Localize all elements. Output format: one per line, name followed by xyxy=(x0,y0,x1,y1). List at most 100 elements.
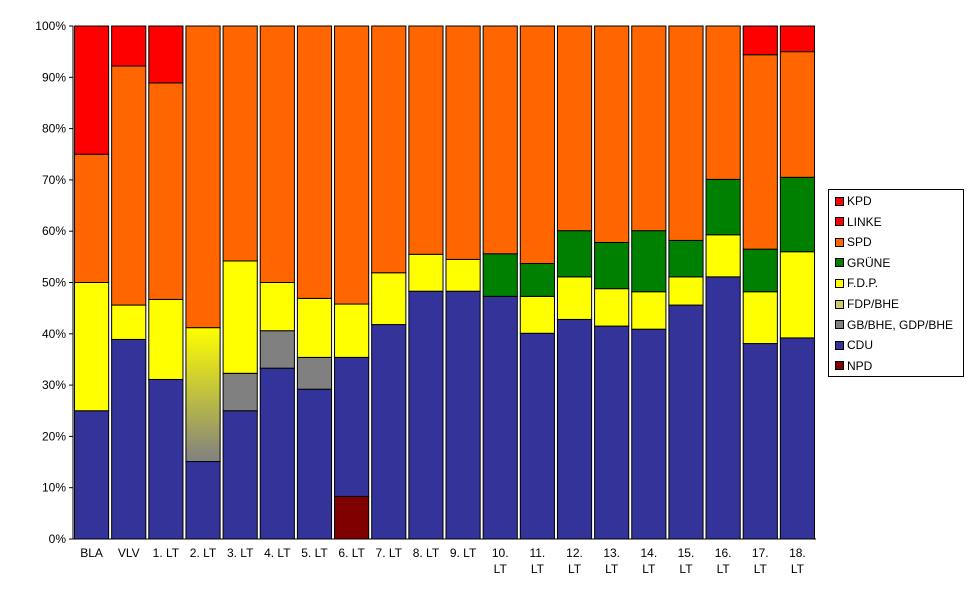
bar-segment-gr-ne-19 xyxy=(779,176,816,253)
bar-segment-cdu-15 xyxy=(631,328,667,540)
bar-segment-gr-ne-11 xyxy=(482,253,518,297)
legend-label: LINKE xyxy=(847,214,882,229)
x-tick-label: LT xyxy=(754,562,768,576)
bar-segment-cdu-7 xyxy=(334,356,370,497)
bar-segment-spd-14 xyxy=(594,25,630,243)
bar-segment-kpd-0 xyxy=(73,25,110,155)
bar-segment-spd-3 xyxy=(185,25,221,329)
legend-item-kpd: KPD xyxy=(835,193,872,209)
y-tick-label: 0% xyxy=(49,532,67,546)
bar-segment-spd-19 xyxy=(779,51,816,178)
bar-segment-kpd-1 xyxy=(111,25,147,67)
x-tick-label: LT xyxy=(494,562,508,576)
legend-label: SPD xyxy=(847,235,872,250)
bar-segment-gb-bhe-gdp-bhe-5 xyxy=(259,330,295,369)
legend-item-gb-bhe-gdp-bhe: GB/BHE, GDP/BHE xyxy=(835,317,953,333)
bar-segment-spd-12 xyxy=(519,25,555,265)
bar-segment-spd-15 xyxy=(631,25,667,232)
bar-segment-spd-13 xyxy=(556,25,593,232)
y-tick-label: 100% xyxy=(35,19,66,33)
legend-item-f-d-p-: F.D.P. xyxy=(835,275,878,291)
bar-segment-spd-10 xyxy=(445,25,481,260)
x-tick-label: LT xyxy=(568,562,582,576)
bar-segment-f-d-p--7 xyxy=(334,303,370,358)
bar-segment-cdu-3 xyxy=(185,461,221,540)
y-tick-label: 40% xyxy=(42,327,66,341)
x-tick-label: LT xyxy=(642,562,656,576)
bar-segment-f-d-p--5 xyxy=(259,282,295,332)
bar-segment-f-d-p--18 xyxy=(742,291,778,345)
x-tick-label: LT xyxy=(717,562,731,576)
y-tick-label: 80% xyxy=(42,122,66,136)
y-tick-label: 90% xyxy=(42,70,66,84)
legend-label: KPD xyxy=(847,194,872,208)
x-tick-label: LT xyxy=(605,562,619,576)
legend-item-npd: NPD xyxy=(835,358,872,374)
bar-segment-f-d-p--15 xyxy=(631,291,667,330)
x-tick-label: 3. LT xyxy=(227,546,254,560)
x-tick-label: 17. xyxy=(752,546,769,560)
legend-item-spd: SPD xyxy=(835,234,872,250)
bar-segment-cdu-10 xyxy=(445,290,481,540)
x-tick-label: 6. LT xyxy=(338,546,365,560)
bar-segment-cdu-6 xyxy=(296,388,333,540)
x-tick-label: 18. xyxy=(789,546,806,560)
bar-segment-cdu-13 xyxy=(556,318,593,540)
x-tick-label: 14. xyxy=(640,546,657,560)
legend: KPD LINKE SPD GRÜNE F.D.P. FDP/BHE GB/BHE, GDP… xyxy=(828,189,964,377)
bar-segment-npd-7 xyxy=(334,495,370,540)
legend-item-linke: LINKE xyxy=(835,214,882,230)
bar-segment-spd-1 xyxy=(111,65,147,306)
bar-segment-cdu-19 xyxy=(779,337,816,540)
x-tick-label: 12. xyxy=(566,546,583,560)
bar-segment-spd-6 xyxy=(296,25,333,299)
legend-item-gr-ne: GRÜNE xyxy=(835,255,890,271)
bar-segment-cdu-9 xyxy=(408,290,444,540)
x-tick-label: 13. xyxy=(603,546,620,560)
bar-segment-spd-9 xyxy=(408,25,444,255)
bar-segment-cdu-16 xyxy=(668,304,704,540)
bar-segment-gr-ne-13 xyxy=(556,230,593,278)
bar-segment-gr-ne-15 xyxy=(631,230,667,293)
bar-segment-spd-0 xyxy=(73,153,110,283)
bar-segment-f-d-p--1 xyxy=(111,304,147,340)
x-tick-label: 2. LT xyxy=(190,546,217,560)
bar-segment-cdu-1 xyxy=(111,338,147,540)
bar-segment-f-d-p--4 xyxy=(222,260,258,374)
bar-segment-cdu-17 xyxy=(705,276,741,540)
bar-segment-cdu-18 xyxy=(742,343,778,540)
axis-labels: 0% 10% 20% 30% 40% 50% 60% 70% 80% 90% 100% BLA VLV 1… xyxy=(35,19,805,576)
bar-segment-cdu-12 xyxy=(519,332,555,540)
y-tick-label: 70% xyxy=(42,173,66,187)
bar-segment-f-d-p--19 xyxy=(779,251,816,339)
y-tick-label: 20% xyxy=(42,429,66,443)
bar-segment-kpd-2 xyxy=(148,25,184,84)
bar-segment-f-d-p--13 xyxy=(556,276,593,320)
bar-segment-gr-ne-17 xyxy=(705,178,741,236)
bar-segment-cdu-8 xyxy=(371,324,407,540)
bar-segment-spd-11 xyxy=(482,25,518,255)
x-tick-label: 10. xyxy=(492,546,509,560)
legend-swatch xyxy=(835,340,844,350)
x-tick-label: VLV xyxy=(118,546,140,560)
bar-segment-f-d-p--6 xyxy=(296,297,333,358)
legend-label: GRÜNE xyxy=(847,255,891,270)
bar-segment-gr-ne-14 xyxy=(594,241,630,290)
y-tick-label: 10% xyxy=(42,481,66,495)
bar-segment-cdu-0 xyxy=(73,410,110,540)
x-tick-label: 11. xyxy=(529,546,545,560)
bar-segment-linke-18 xyxy=(742,25,778,56)
bar-segment-gr-ne-18 xyxy=(742,248,778,293)
x-tick-label: LT xyxy=(531,562,545,576)
y-tick-label: 60% xyxy=(42,224,66,238)
bar-segment-cdu-4 xyxy=(222,410,258,540)
legend-swatch xyxy=(835,299,844,309)
y-tick-label: 30% xyxy=(42,378,66,392)
bar-segment-spd-2 xyxy=(148,82,184,300)
x-tick-label: LT xyxy=(791,562,805,576)
bar-segment-cdu-11 xyxy=(482,295,518,540)
x-tick-label: LT xyxy=(679,562,693,576)
bar-segment-gr-ne-16 xyxy=(668,239,704,278)
